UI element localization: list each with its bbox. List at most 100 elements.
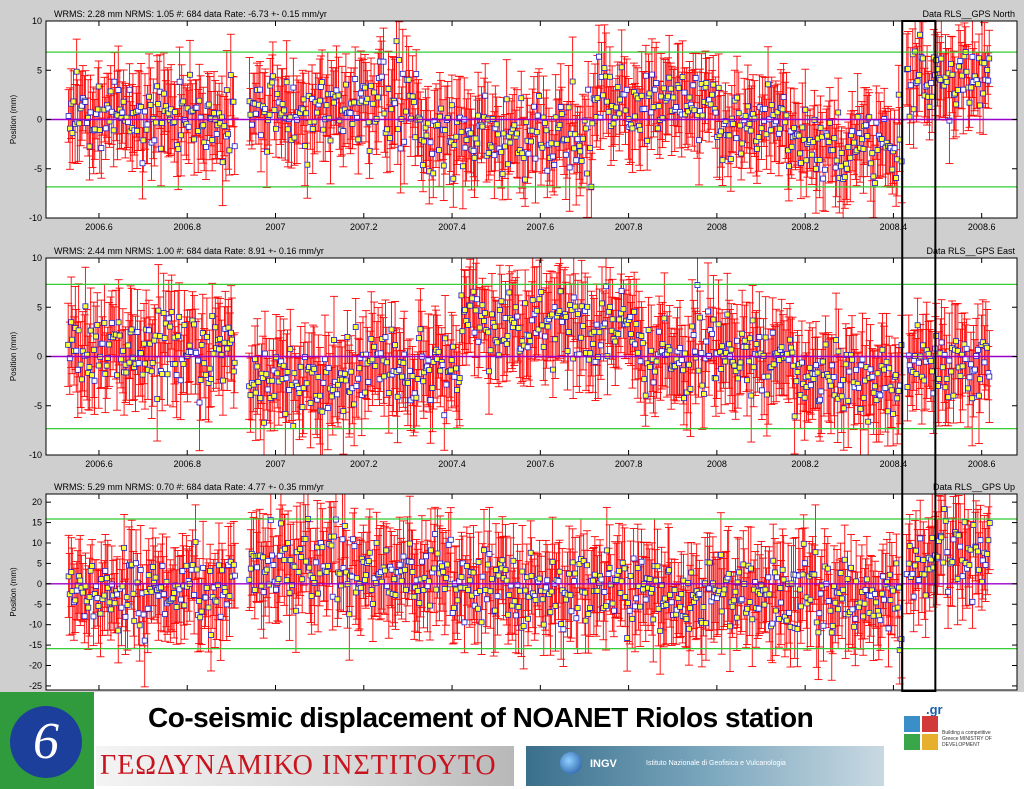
data-point bbox=[108, 319, 115, 326]
data-point bbox=[342, 81, 349, 88]
data-point bbox=[637, 126, 644, 133]
data-point bbox=[755, 134, 762, 140]
data-point bbox=[125, 119, 131, 125]
data-point bbox=[710, 81, 717, 88]
data-point bbox=[566, 164, 573, 171]
data-point bbox=[977, 102, 983, 109]
data-point bbox=[462, 144, 469, 151]
data-point bbox=[261, 419, 267, 426]
data-point bbox=[142, 360, 148, 367]
data-point bbox=[284, 126, 291, 133]
data-point bbox=[822, 166, 828, 173]
data-point bbox=[600, 92, 607, 99]
data-point bbox=[829, 147, 836, 154]
data-point bbox=[230, 98, 237, 105]
data-point bbox=[622, 107, 629, 114]
data-point bbox=[878, 136, 885, 142]
data-point bbox=[856, 130, 863, 137]
data-point bbox=[149, 360, 156, 366]
data-point bbox=[230, 368, 237, 375]
data-point bbox=[581, 117, 588, 124]
data-point bbox=[305, 92, 312, 99]
data-point bbox=[217, 336, 224, 342]
data-point bbox=[530, 103, 537, 110]
data-point bbox=[706, 96, 713, 103]
data-point bbox=[641, 105, 648, 112]
data-point bbox=[746, 121, 753, 127]
data-point bbox=[159, 120, 165, 126]
data-point bbox=[226, 147, 233, 154]
data-point bbox=[825, 139, 832, 145]
data-point bbox=[154, 396, 161, 402]
data-point bbox=[126, 86, 133, 93]
data-point bbox=[914, 78, 921, 85]
data-point bbox=[423, 132, 430, 139]
data-point bbox=[172, 109, 178, 116]
data-point bbox=[309, 126, 316, 132]
y-tick-label: -10 bbox=[29, 213, 42, 223]
data-point bbox=[742, 113, 749, 119]
data-point bbox=[252, 110, 259, 117]
data-point bbox=[739, 140, 746, 147]
data-point bbox=[957, 57, 964, 64]
data-point bbox=[813, 165, 819, 172]
data-point bbox=[155, 101, 161, 108]
stats-header: WRMS: 2.28 mm NRMS: 1.05 #: 684 data Rat… bbox=[54, 9, 327, 19]
data-point bbox=[808, 151, 815, 158]
data-point bbox=[205, 101, 212, 108]
data-point bbox=[471, 154, 478, 161]
data-point bbox=[485, 150, 492, 156]
data-point bbox=[68, 319, 75, 326]
data-point bbox=[838, 150, 845, 156]
data-point bbox=[666, 74, 673, 81]
data-point bbox=[155, 307, 162, 314]
data-point bbox=[290, 84, 297, 91]
data-point bbox=[263, 371, 270, 378]
data-point bbox=[838, 163, 844, 170]
data-point bbox=[603, 98, 610, 105]
data-point bbox=[613, 104, 619, 111]
data-point bbox=[111, 78, 118, 85]
data-point bbox=[816, 157, 823, 163]
data-point bbox=[161, 90, 167, 97]
data-point bbox=[101, 320, 108, 326]
data-point bbox=[403, 108, 409, 115]
data-point bbox=[283, 79, 290, 86]
data-point bbox=[274, 370, 281, 377]
data-point bbox=[802, 106, 809, 113]
data-point bbox=[153, 119, 159, 126]
data-point bbox=[845, 144, 852, 151]
data-point bbox=[299, 106, 306, 113]
data-point bbox=[835, 109, 842, 116]
data-point bbox=[660, 85, 667, 92]
data-point bbox=[273, 125, 279, 132]
data-point bbox=[553, 140, 560, 147]
data-point bbox=[273, 354, 279, 361]
data-point bbox=[629, 125, 636, 132]
data-point bbox=[212, 324, 219, 331]
data-point bbox=[951, 90, 958, 97]
x-tick-label: 2008.2 bbox=[791, 222, 819, 232]
data-point bbox=[74, 366, 81, 373]
data-point bbox=[206, 365, 213, 372]
data-point bbox=[795, 132, 802, 139]
data-point bbox=[844, 165, 850, 172]
data-point bbox=[319, 79, 326, 86]
data-point bbox=[542, 120, 548, 126]
data-point bbox=[596, 53, 602, 60]
data-point bbox=[115, 87, 122, 93]
data-point bbox=[434, 121, 441, 128]
data-point bbox=[869, 150, 876, 157]
data-point bbox=[551, 161, 558, 168]
data-point bbox=[562, 151, 569, 158]
data-point bbox=[94, 322, 101, 328]
data-point bbox=[919, 55, 926, 62]
data-point bbox=[616, 110, 623, 117]
data-point bbox=[151, 337, 158, 344]
data-point bbox=[333, 87, 340, 94]
data-point bbox=[762, 105, 768, 112]
data-point bbox=[129, 354, 136, 361]
data-point bbox=[776, 125, 783, 132]
data-point bbox=[327, 137, 334, 144]
data-point bbox=[85, 114, 92, 121]
